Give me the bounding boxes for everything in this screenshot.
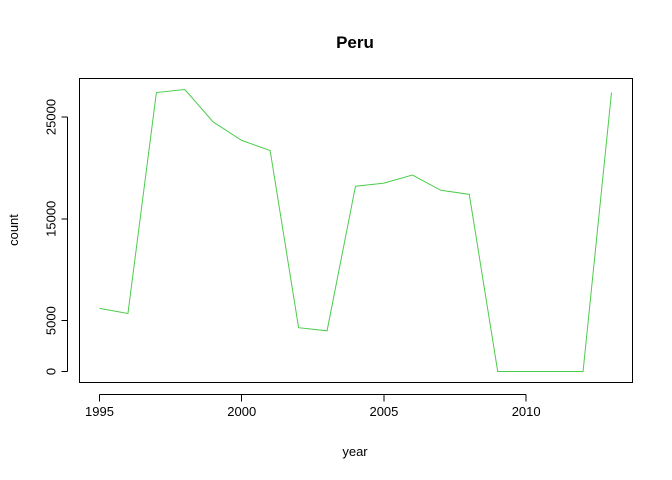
chart-title: Peru <box>336 33 374 52</box>
data-point <box>580 369 586 375</box>
x-tick-label: 2010 <box>512 404 541 419</box>
data-point <box>97 305 103 311</box>
x-tick-label: 2000 <box>227 404 256 419</box>
data-point <box>125 310 131 316</box>
data-point <box>182 87 188 93</box>
data-point <box>353 183 359 189</box>
data-point <box>466 191 472 197</box>
x-tick-label: 1995 <box>85 404 114 419</box>
data-point <box>438 187 444 193</box>
y-axis-label: count <box>6 214 21 246</box>
data-point <box>381 180 387 186</box>
data-point <box>409 172 415 178</box>
data-point <box>324 328 330 334</box>
data-point <box>296 325 302 331</box>
x-tick-label: 2005 <box>369 404 398 419</box>
data-point <box>609 90 615 96</box>
y-tick-label: 0 <box>43 368 58 375</box>
y-tick-label: 25000 <box>43 99 58 135</box>
plot-border <box>79 78 633 383</box>
y-tick-label: 15000 <box>43 201 58 237</box>
y-tick-label: 5000 <box>43 306 58 335</box>
data-point <box>495 369 501 375</box>
data-point <box>267 148 273 154</box>
data-point <box>210 119 216 125</box>
series-layer <box>97 87 615 375</box>
series-line <box>99 88 612 372</box>
y-axis: 0 5000 15000 25000 <box>43 99 68 375</box>
data-point <box>153 90 159 96</box>
data-point <box>239 137 245 143</box>
x-axis-label: year <box>342 444 368 459</box>
x-axis: 1995 2000 2005 2010 <box>85 394 541 419</box>
data-point <box>523 369 529 375</box>
data-point <box>552 369 558 375</box>
